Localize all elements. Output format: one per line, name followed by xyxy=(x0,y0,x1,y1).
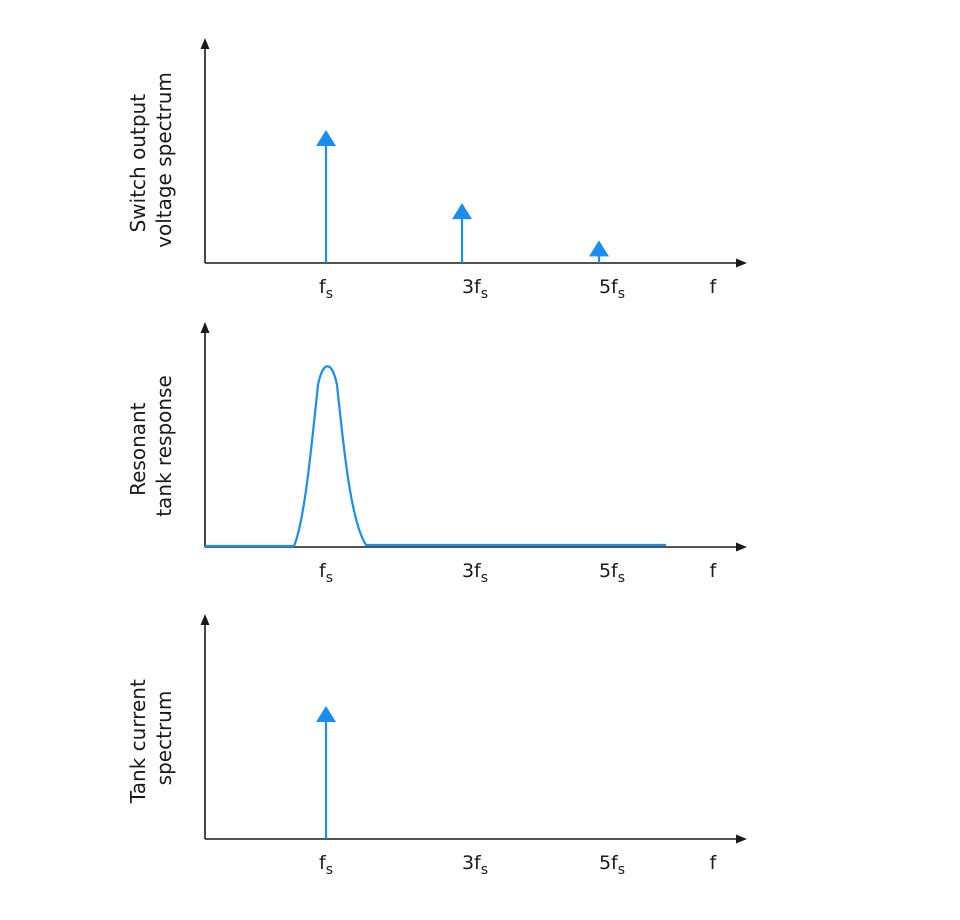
spectral-lines xyxy=(316,130,609,263)
x-tick-label: 3fs xyxy=(462,276,488,302)
y-axis-label-line: spectrum xyxy=(152,691,176,786)
x-axis-arrow xyxy=(736,542,747,552)
x-tick-label: 5fs xyxy=(599,852,625,878)
x-tick-main: f xyxy=(319,852,327,874)
x-tick-main: 3f xyxy=(462,276,482,298)
x-tick-main: 3f xyxy=(462,560,482,582)
x-tick-label: fs xyxy=(319,276,333,302)
x-tick-main: f xyxy=(319,560,327,582)
x-tick-sub: s xyxy=(481,862,488,878)
x-tick-main: 5f xyxy=(599,852,619,874)
y-axis-label-line: voltage spectrum xyxy=(152,72,176,248)
spectral-line-arrowhead xyxy=(316,130,336,146)
x-tick-sub: s xyxy=(326,570,333,586)
y-axis-label-line: Tank current xyxy=(126,679,150,804)
x-tick-label: 3fs xyxy=(462,852,488,878)
x-tick-main: 5f xyxy=(599,560,619,582)
x-tick-sub: s xyxy=(326,286,333,302)
x-axis-label: f xyxy=(710,852,718,874)
x-tick-sub: s xyxy=(618,286,625,302)
x-tick-sub: s xyxy=(481,570,488,586)
x-tick-main: 5f xyxy=(599,276,619,298)
x-tick-sub: s xyxy=(326,862,333,878)
resonant-peak-curve xyxy=(205,365,666,548)
x-tick-label: 5fs xyxy=(599,276,625,302)
x-tick-sub: s xyxy=(618,570,625,586)
x-tick-sub: s xyxy=(481,286,488,302)
x-tick-main: f xyxy=(319,276,327,298)
y-axis-label-line: tank response xyxy=(152,375,176,517)
x-axis-label: f xyxy=(710,276,718,298)
y-axis-label: Switch output voltage spectrum xyxy=(126,72,176,248)
y-axis-label: Resonant tank response xyxy=(126,375,176,517)
y-axis-label-line: Switch output xyxy=(126,94,150,233)
x-tick-sub: s xyxy=(618,862,625,878)
spectral-line-arrowhead xyxy=(589,240,609,257)
y-axis-arrow xyxy=(200,38,210,49)
spectral-line-arrowhead xyxy=(452,203,472,220)
y-axis-label: Tank current spectrum xyxy=(126,673,176,804)
x-axis-arrow xyxy=(736,834,747,844)
x-axis-arrow xyxy=(736,258,747,268)
x-tick-main: 3f xyxy=(462,852,482,874)
panel-tank-current: Tank current spectrum fs 3fs 5fs f xyxy=(126,614,747,878)
panel-resonant-tank: Resonant tank response fs 3fs 5fs f xyxy=(126,322,747,586)
y-axis-arrow xyxy=(200,614,210,625)
y-axis-label-line: Resonant xyxy=(126,402,150,496)
x-tick-label: 3fs xyxy=(462,560,488,586)
spectral-line-arrowhead xyxy=(316,706,336,722)
panel-switch-output: Switch output voltage spectrum fs 3fs 5f… xyxy=(126,38,747,302)
x-tick-label: fs xyxy=(319,852,333,878)
x-tick-label: 5fs xyxy=(599,560,625,586)
y-axis-arrow xyxy=(200,322,210,333)
spectral-lines xyxy=(316,706,336,839)
x-tick-label: fs xyxy=(319,560,333,586)
x-axis-label: f xyxy=(710,560,718,582)
